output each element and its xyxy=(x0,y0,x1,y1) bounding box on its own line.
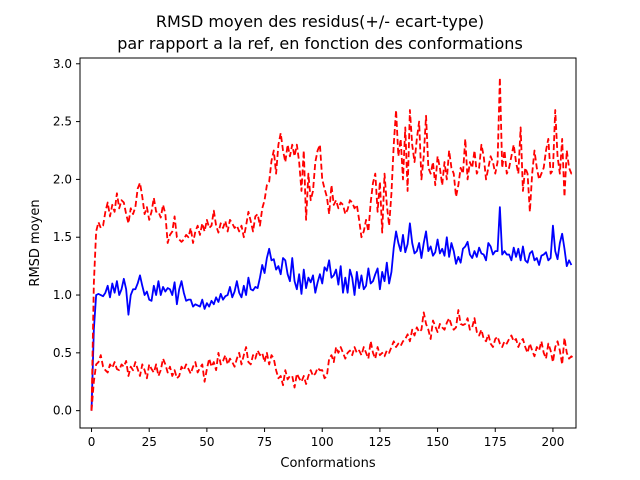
x-tick-label: 150 xyxy=(426,435,449,449)
x-tick-label: 100 xyxy=(311,435,334,449)
x-tick-label: 50 xyxy=(199,435,214,449)
y-tick-label: 3.0 xyxy=(53,57,72,71)
y-tick-label: 2.5 xyxy=(53,115,72,129)
x-tick-label: 175 xyxy=(484,435,507,449)
chart-title-line-2: par rapport a la ref, en fonction des co… xyxy=(117,34,523,53)
y-tick-label: 2.0 xyxy=(53,172,72,186)
y-tick-label: 1.0 xyxy=(53,288,72,302)
x-tick-label: 75 xyxy=(257,435,272,449)
x-tick-label: 0 xyxy=(88,435,96,449)
y-tick-label: 0.0 xyxy=(53,404,72,418)
x-axis-label: Conformations xyxy=(280,456,375,471)
series-line-0 xyxy=(90,206,573,411)
x-axis-ticks: 0 25 50 75 100 125 150 175 200 xyxy=(88,428,564,449)
y-tick-label: 0.5 xyxy=(53,346,72,360)
axes-frame xyxy=(79,57,577,429)
x-tick-label: 200 xyxy=(541,435,564,449)
series-line-1 xyxy=(90,76,574,411)
chart-title-line-1: RMSD moyen des residus(+/- ecart-type) xyxy=(156,12,484,31)
plot-lines xyxy=(90,76,575,411)
y-axis-ticks: 0.0 0.5 1.0 1.5 2.0 2.5 3.0 xyxy=(53,57,80,418)
series-line-2 xyxy=(90,309,575,411)
y-tick-label: 1.5 xyxy=(53,230,72,244)
x-tick-label: 25 xyxy=(142,435,157,449)
x-tick-label: 125 xyxy=(368,435,391,449)
y-axis-label: RMSD moyen xyxy=(28,199,43,286)
